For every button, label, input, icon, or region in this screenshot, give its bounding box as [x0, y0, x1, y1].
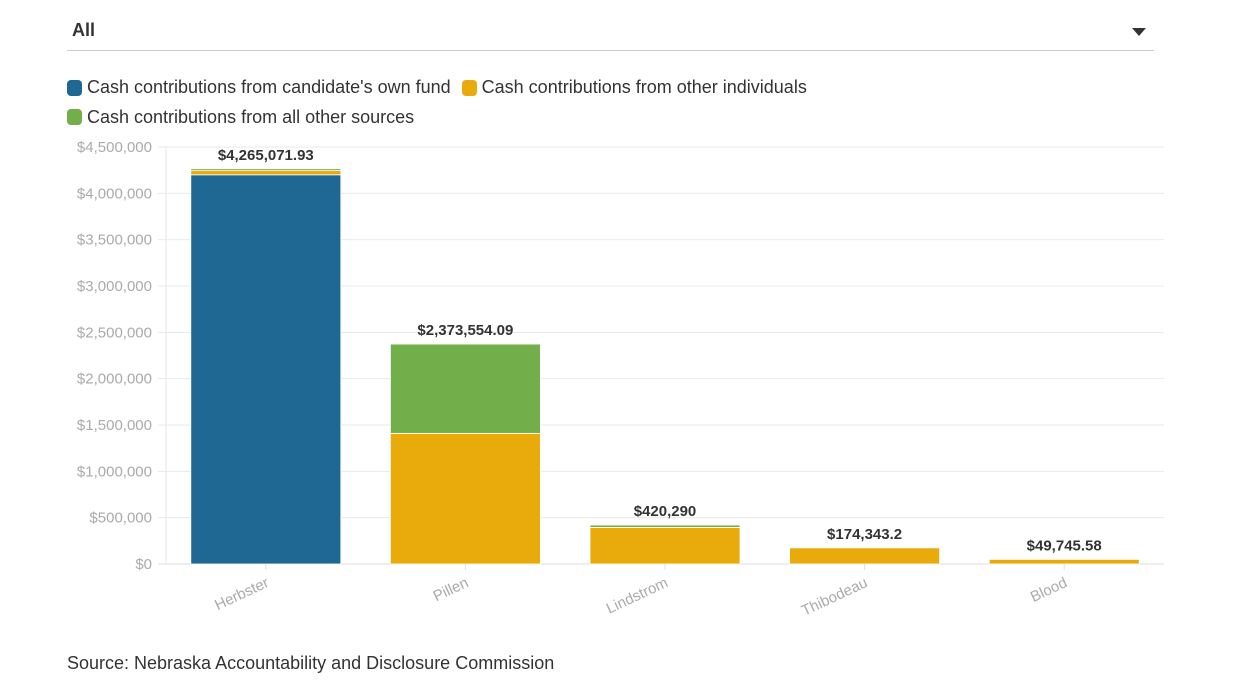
y-axis: $0 $500,000 $1,000,000 $1,500,000 $2,000,000… — [77, 139, 152, 573]
x-category-label-lindstrom: Lindstrom — [604, 574, 671, 617]
source-note: Source: Nebraska Accountability and Disc… — [67, 653, 555, 673]
y-tick-label: $4,500,000 — [77, 139, 152, 156]
legend-swatch-other-individuals — [461, 79, 477, 96]
total-label-thibodeau: $174,343.2 — [827, 526, 902, 543]
bar-segment-pillen-1[interactable] — [389, 432, 541, 565]
total-label-herbster: $4,265,071.93 — [218, 147, 314, 164]
bars: $4,265,071.93 $2,373,554.09 $420,290 $174,3… — [190, 147, 1140, 565]
x-category-label-herbster: Herbster — [212, 574, 271, 614]
y-tick-label: $2,500,000 — [77, 324, 152, 341]
total-label-pillen: $2,373,554.09 — [417, 322, 513, 339]
total-label-lindstrom: $420,290 — [634, 503, 697, 520]
y-tick-label: $1,000,000 — [77, 463, 152, 480]
x-category-label-blood: Blood — [1028, 574, 1070, 606]
total-label-blood: $49,745.58 — [1027, 537, 1102, 554]
legend-swatch-own-fund — [67, 79, 82, 96]
bar-segment-lindstrom-1[interactable] — [589, 526, 741, 565]
bar-segment-blood-1[interactable] — [988, 558, 1140, 565]
chevron-down-icon[interactable] — [1132, 28, 1146, 36]
legend-label-other-individuals: Cash contributions from other individual… — [481, 77, 807, 97]
legend-label-own-fund: Cash contributions from candidate's own … — [87, 77, 451, 97]
stacked-bar-chart: $0 $500,000 $1,000,000 $1,500,000 $2,000,000… — [77, 139, 1164, 620]
legend-label-other-sources: Cash contributions from all other source… — [87, 106, 415, 127]
bar-segment-herbster-0[interactable] — [190, 174, 342, 565]
filter-dropdown[interactable]: All — [67, 12, 1154, 51]
legend-item-other-individuals[interactable]: Cash contributions from other individual… — [461, 74, 807, 101]
x-axis: Herbster Pillen Lindstrom Thibodeau Blood — [212, 564, 1070, 620]
bar-segment-herbster-2[interactable] — [190, 168, 342, 172]
legend-item-own-fund[interactable]: Cash contributions from candidate's own … — [67, 74, 451, 101]
y-tick-label: $0 — [135, 556, 152, 573]
bar-segment-pillen-2[interactable] — [389, 343, 541, 434]
legend-swatch-other-sources — [67, 109, 82, 125]
x-category-label-pillen: Pillen — [431, 574, 471, 605]
y-tick-label: $1,500,000 — [77, 417, 152, 434]
chart-legend: Cash contributions from candidate's own … — [67, 74, 967, 133]
bar-segment-herbster-1[interactable] — [190, 170, 342, 176]
y-tick-label: $3,000,000 — [77, 278, 152, 295]
legend-item-other-sources[interactable]: Cash contributions from all other source… — [67, 104, 414, 131]
y-tick-label: $3,500,000 — [77, 232, 152, 249]
y-tick-label: $500,000 — [89, 510, 152, 527]
bar-segment-thibodeau-1[interactable] — [789, 547, 940, 565]
x-category-label-thibodeau: Thibodeau — [799, 574, 870, 619]
filter-selected-value: All — [72, 20, 96, 40]
y-tick-label: $2,000,000 — [77, 371, 152, 388]
y-tick-label: $4,000,000 — [77, 185, 152, 202]
bar-segment-lindstrom-2[interactable] — [589, 524, 741, 528]
